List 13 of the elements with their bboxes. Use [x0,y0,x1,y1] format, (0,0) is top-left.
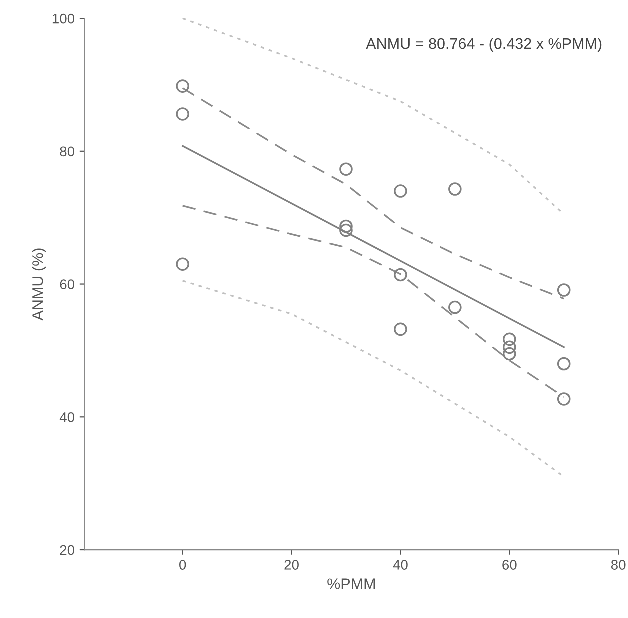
annotation: ANMU = 80.764 - (0.432 x %PMM) [366,38,602,52]
x-tick-label: 20 [284,560,299,570]
x-tick-label: 40 [393,560,408,570]
x-tick-label: 80 [611,560,626,570]
y-tick-label: 80 [60,146,75,157]
y-tick-label: 60 [60,280,75,290]
y-tick-label: 40 [60,412,75,422]
y-tick-label: 100 [52,14,75,24]
x-tick-label: 60 [502,560,517,570]
y-axis-title: ANMU (%) [32,248,46,321]
x-axis-title: %PMM [328,578,376,590]
y-tick-label: 20 [60,545,75,556]
x-tick-label: 0 [180,560,186,570]
